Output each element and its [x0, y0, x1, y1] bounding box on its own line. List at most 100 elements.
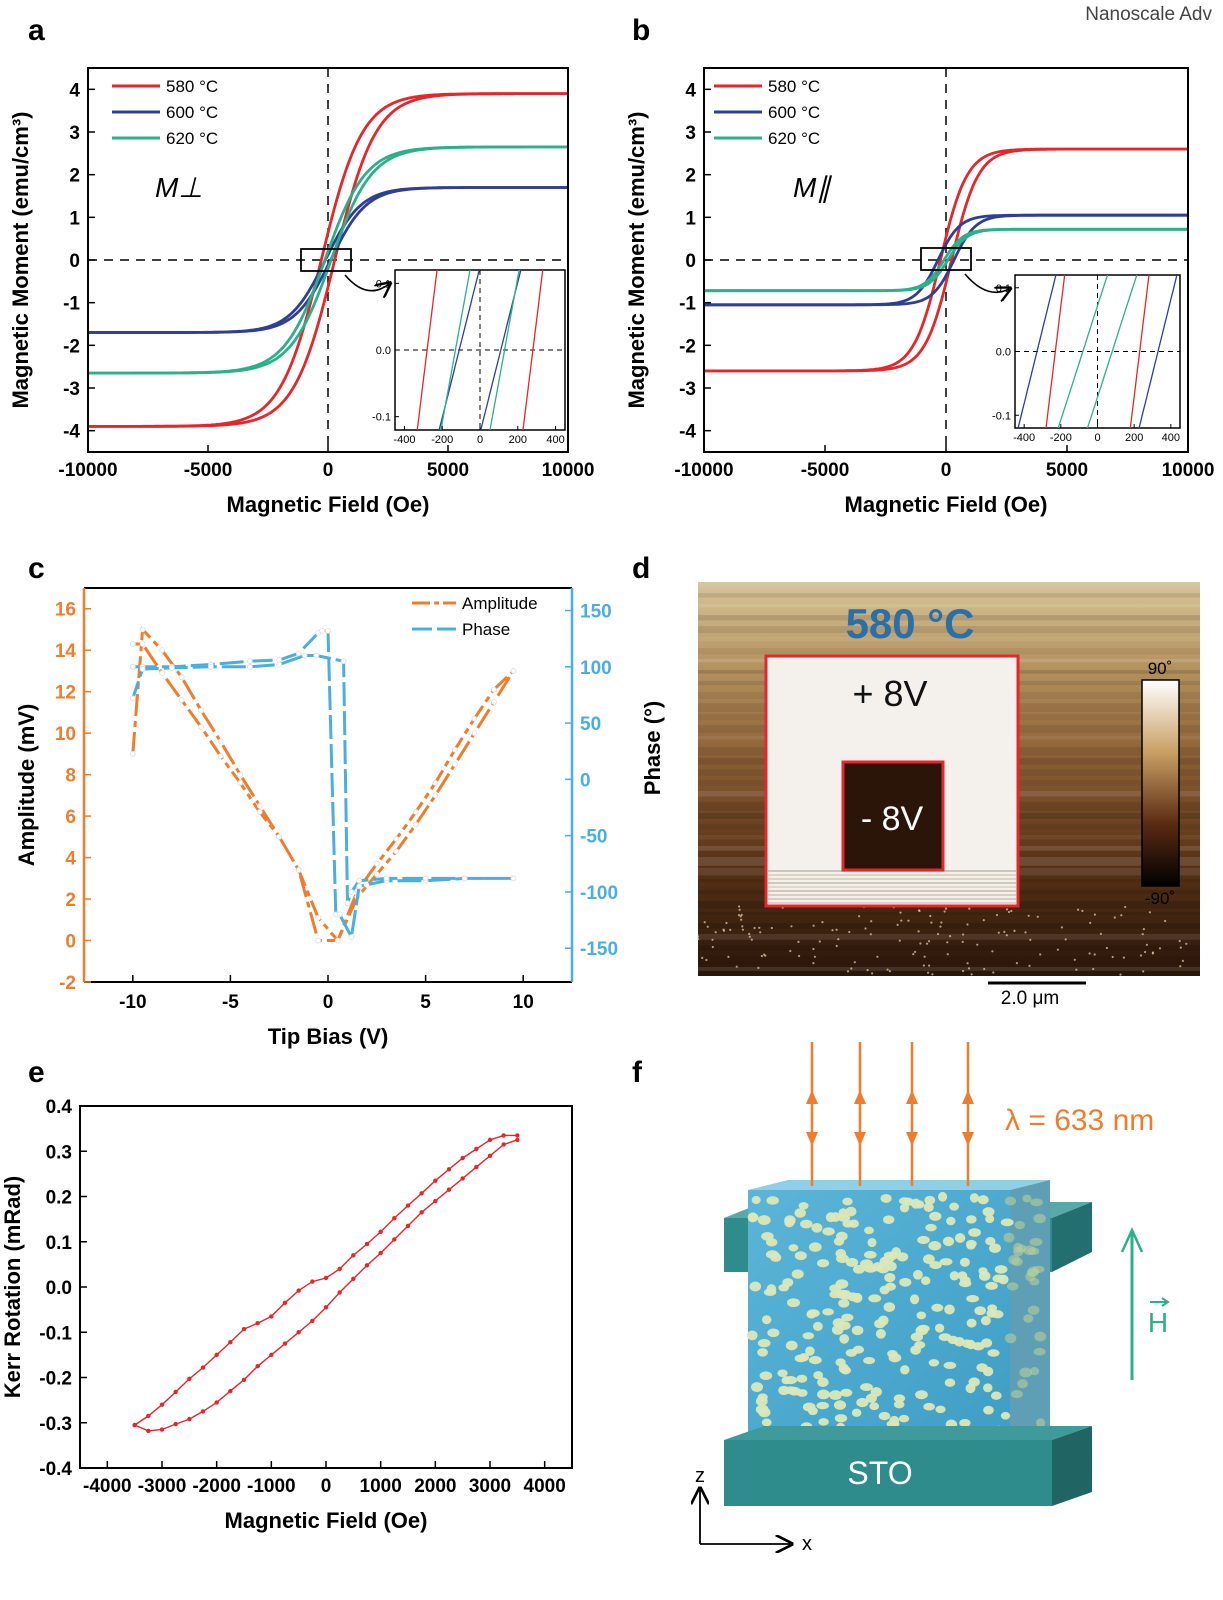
afm-speckle	[967, 967, 971, 970]
nanoparticle	[942, 1236, 955, 1247]
poled-scan-line	[768, 894, 1016, 896]
x-tick-label: -2000	[192, 1476, 241, 1497]
wavelength-label: λ = 633 nm	[1005, 1104, 1154, 1137]
y-tick-label: -4	[679, 422, 696, 443]
nanoparticle	[845, 1257, 859, 1267]
kerr-point	[474, 1164, 479, 1170]
kerr-point	[200, 1365, 206, 1370]
nanoparticle	[898, 1414, 910, 1423]
nanoparticle	[1011, 1257, 1023, 1267]
y-tick-label: 4	[65, 849, 76, 870]
y-tick-label: -2	[59, 973, 76, 994]
x-tick-label: 4000	[524, 1476, 566, 1497]
nanoparticle	[796, 1374, 808, 1383]
nanoparticle	[811, 1223, 823, 1233]
nanoparticle	[842, 1197, 853, 1206]
afm-speckle	[812, 962, 815, 965]
amplitude-point	[315, 914, 322, 921]
y-axis-label: Magnetic Moment (emu/cm³)	[8, 111, 33, 408]
x-tick-label: 0	[321, 1476, 332, 1497]
poled-scan-line	[768, 890, 1016, 892]
scan-line	[698, 956, 1200, 965]
colorbar-min-label: -90˚	[1145, 889, 1175, 908]
nanoparticle	[784, 1215, 796, 1226]
panel-label-a: a	[28, 14, 45, 47]
kerr-point	[378, 1250, 383, 1256]
nanoparticle	[969, 1193, 979, 1203]
nanoparticle	[985, 1214, 995, 1224]
zoom-arrow	[344, 274, 389, 291]
phase-point	[129, 663, 136, 670]
nanoparticle	[880, 1193, 892, 1203]
phase-point	[383, 875, 390, 882]
afm-speckle	[763, 953, 766, 956]
amplitude-point	[393, 836, 400, 842]
nanoparticle	[965, 1383, 976, 1394]
afm-speckle	[1179, 946, 1182, 949]
afm-speckle	[1145, 943, 1148, 946]
nanoparticle	[965, 1215, 977, 1224]
afm-speckle	[898, 939, 901, 942]
nanoparticle	[832, 1318, 845, 1328]
scan-line	[698, 637, 1200, 642]
afm-speckle	[976, 943, 979, 946]
nanoparticle	[883, 1215, 895, 1224]
kerr-point	[392, 1237, 397, 1242]
panel-label-f: f	[632, 1056, 643, 1089]
amplitude-point	[373, 871, 380, 878]
afm-speckle	[1181, 959, 1184, 963]
afm-speckle	[899, 911, 902, 914]
phase-point	[348, 889, 355, 895]
nanoparticle	[943, 1361, 957, 1370]
nanoparticle	[757, 1215, 771, 1226]
amplitude-point	[451, 746, 458, 753]
x-tick-label: 10000	[1162, 460, 1215, 481]
afm-speckle	[931, 973, 934, 976]
afm-speckle	[797, 940, 800, 944]
nanoparticle	[1034, 1331, 1047, 1342]
nanoparticle	[1019, 1367, 1033, 1378]
afm-speckle	[1139, 954, 1143, 957]
journal-header: Nanoscale Adv	[1085, 4, 1212, 25]
phase-line	[131, 629, 514, 942]
afm-speckle	[1105, 946, 1108, 950]
y-tick-label: 4	[69, 80, 80, 101]
y-tick-label: 0.4	[46, 1097, 73, 1118]
afm-speckle	[740, 918, 743, 921]
kerr-point	[419, 1210, 424, 1215]
scan-line	[698, 923, 1200, 929]
nanoparticle	[802, 1332, 815, 1340]
kerr-point	[241, 1326, 247, 1332]
nanoparticle	[990, 1391, 1002, 1400]
nanoparticle	[761, 1418, 772, 1427]
amplitude-line	[131, 626, 515, 944]
amplitude-point	[256, 809, 263, 815]
nanoparticle	[899, 1203, 910, 1213]
nanoparticle	[770, 1252, 782, 1262]
substrate-block-top	[724, 1426, 1092, 1440]
inset-series-1	[416, 270, 438, 430]
afm-speckle	[1077, 908, 1080, 911]
y-tick-label: -0.1	[39, 1323, 72, 1344]
kerr-point	[515, 1137, 520, 1143]
nanoparticle	[863, 1250, 877, 1259]
afm-speckle	[1141, 933, 1144, 936]
zoom-box	[300, 248, 352, 272]
afm-speckle	[759, 931, 762, 934]
y-axis-label: Amplitude (mV)	[14, 704, 39, 867]
nanoparticle	[981, 1338, 993, 1348]
amplitude-point	[237, 780, 244, 786]
afm-speckle	[1010, 909, 1013, 913]
nanoparticle	[987, 1349, 1000, 1357]
field-arrow-head	[1120, 1226, 1144, 1253]
afm-speckle	[927, 940, 931, 943]
phase-point	[344, 900, 351, 907]
negative-bias-label: - 8V	[861, 800, 924, 838]
poled-scan-line	[768, 882, 1016, 884]
nanoparticle	[788, 1244, 799, 1252]
nanoparticle	[762, 1315, 772, 1325]
nanoparticle	[1022, 1194, 1032, 1203]
afm-speckle	[1039, 953, 1042, 956]
x-tick-label: 5000	[1046, 460, 1088, 481]
kerr-point	[269, 1352, 274, 1358]
